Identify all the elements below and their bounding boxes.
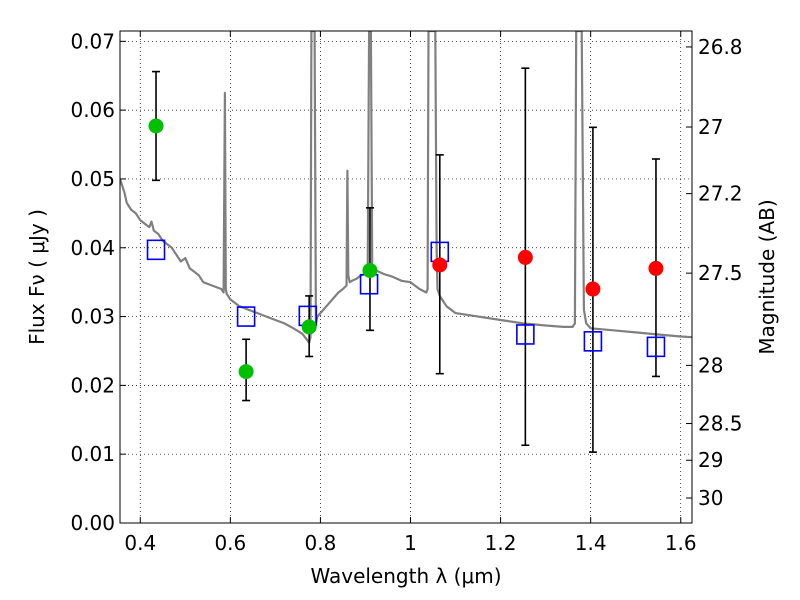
infrared-flux-point [432,257,448,273]
model-flux-square [646,336,666,358]
mag-tick-label: 27.2 [698,182,743,206]
mag-tick-label: 30 [698,486,723,510]
y-axis-label-flux: Flux Fν ( μJy ) [25,209,49,345]
model-flux-square [583,331,603,352]
model-flux-square [516,324,535,345]
mag-tick-label: 26.8 [698,35,743,59]
mag-tick-label: 28.5 [698,412,743,436]
y-axis-label-magnitude: Magnitude (AB) [755,199,779,354]
y-tick-label: 0.06 [70,98,115,122]
axes: 0.4 0.6 0.8 1 1.2 1.4 1.6 0.00 0.01 0.02 0.03 0.04 0… [70,29,742,555]
y-tick-label: 0.07 [70,29,115,53]
x-tick-label: 1.4 [575,531,607,555]
x-tick-label: 0.6 [214,531,246,555]
optical-flux-point [238,364,254,380]
y-tick-label: 0.02 [70,373,115,397]
x-tick-label: 1.6 [665,531,697,555]
plot-frame [119,30,693,524]
infrared-flux-point [585,281,601,297]
template-spectrum-line [120,31,692,344]
optical-flux-point [301,319,317,335]
y-tick-label: 0.03 [70,305,115,329]
mag-tick-label: 27 [698,115,723,139]
x-tick-label: 0.8 [305,531,337,555]
y-tick-label: 0.01 [70,442,115,466]
model-flux-square [236,306,256,327]
y-tick-label: 0.00 [70,511,115,535]
mag-tick-label: 29 [698,448,723,472]
grid [120,31,692,524]
infrared-flux-point [517,249,533,265]
mag-tick-label: 27.5 [698,261,743,285]
mag-tick-label: 28 [698,353,723,377]
x-tick-label: 1.2 [485,531,517,555]
plot-area [120,31,692,453]
y-tick-label: 0.05 [70,167,115,191]
x-tick-label: 0.4 [124,531,156,555]
model-flux-square [146,239,166,261]
x-axis-label: Wavelength λ (μm) [310,564,501,588]
optical-flux-point [362,262,378,278]
infrared-flux-point [648,260,664,276]
y-tick-label: 0.04 [70,236,115,260]
optical-flux-point [148,118,164,134]
x-tick-label: 1 [404,531,417,555]
